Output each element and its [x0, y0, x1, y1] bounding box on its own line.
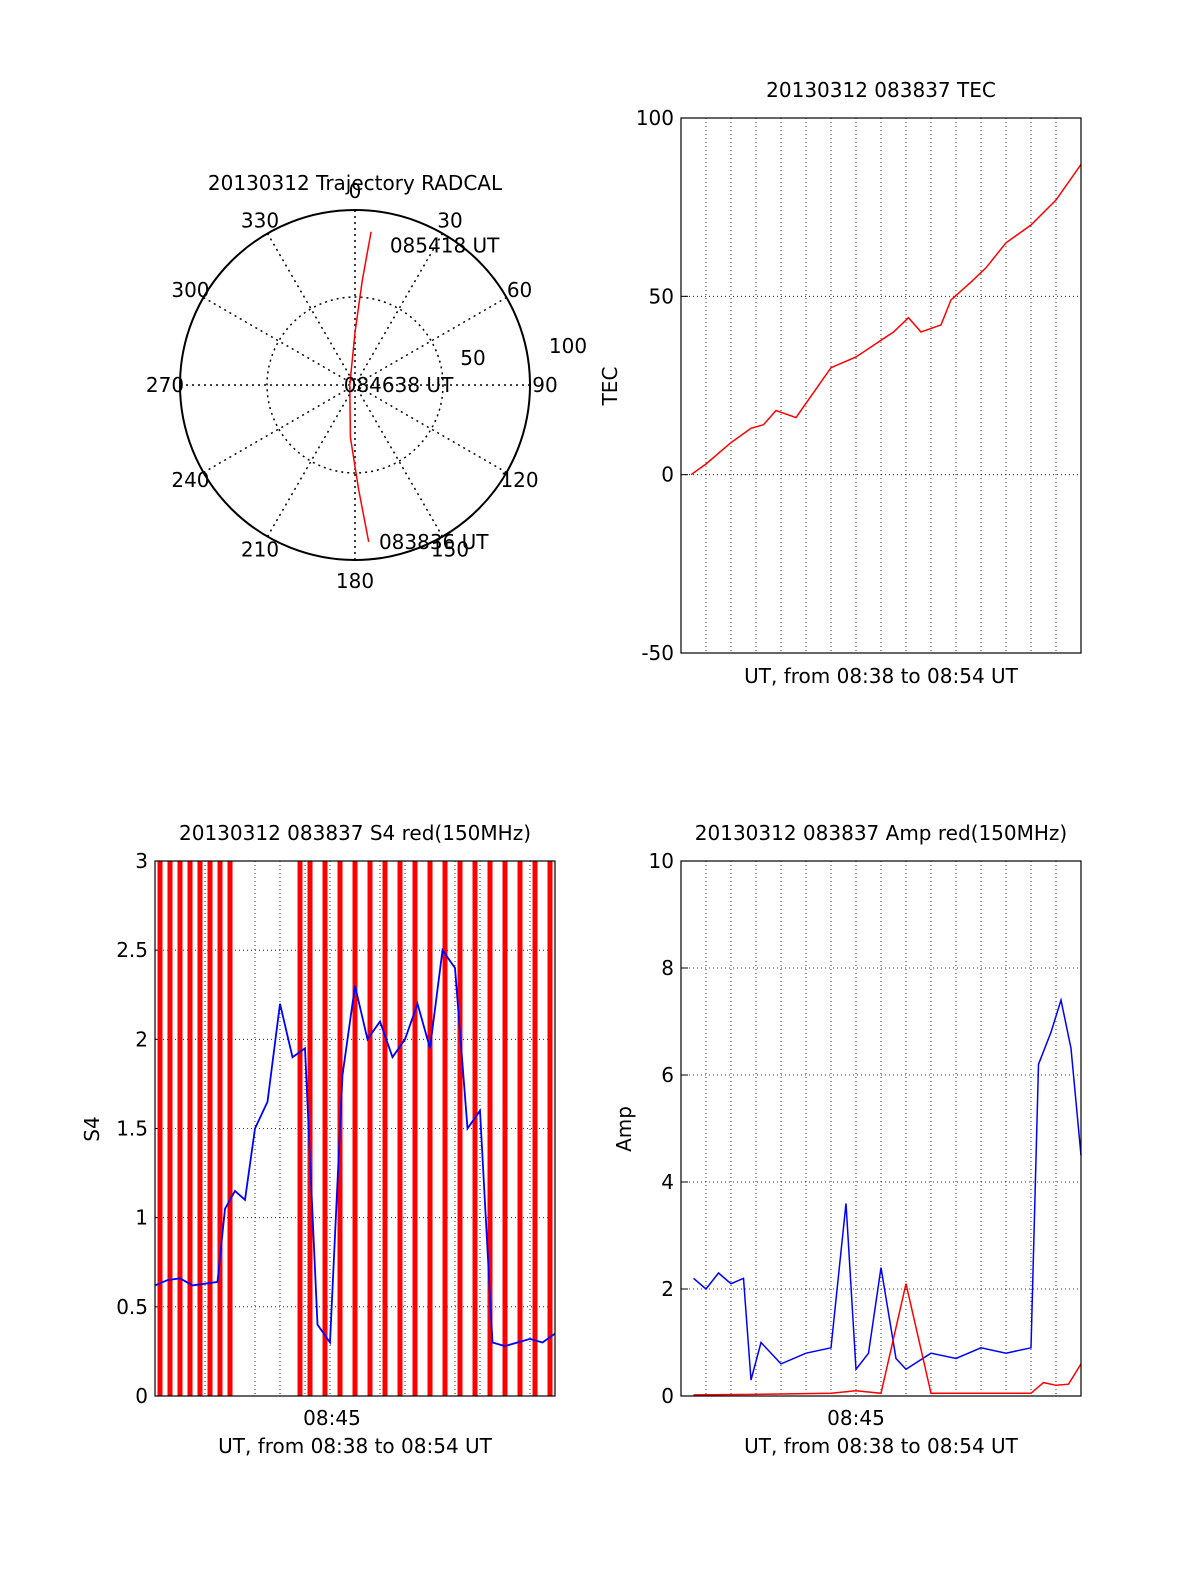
ytick-label-3: 1.5	[116, 1117, 148, 1141]
polar-angle-label-60: 60	[507, 278, 532, 302]
ytick-label-0: -50	[641, 641, 674, 665]
ytick-label-1: 0.5	[116, 1295, 148, 1319]
polar-title: 20130312 Trajectory RADCAL	[208, 171, 503, 195]
polar-inner-circle	[266, 296, 444, 474]
polar-annotation-1: 084638 UT	[344, 373, 454, 397]
amp-grid	[681, 861, 1081, 1396]
polar-angle-label-0: 0	[349, 179, 362, 203]
tec-series-line	[690, 163, 1082, 476]
polar-angle-label-300: 300	[171, 278, 209, 302]
ytick-label-6: 3	[135, 849, 148, 873]
polar-trajectory-line	[349, 231, 372, 543]
polar-radial-label-50: 50	[460, 346, 485, 370]
polar-annotation-2: 083836 UT	[379, 530, 489, 554]
ytick-label-4: 8	[661, 956, 674, 980]
ytick-label-2: 4	[661, 1170, 674, 1194]
s4-panel: 20130312 083837 S4 red(150MHz) S4 08:45 …	[80, 821, 556, 1458]
s4-plot-frame	[154, 860, 556, 1397]
polar-spoke-5	[266, 233, 444, 537]
tec-yticks: -50 0 50 100	[636, 106, 688, 665]
amp-plot-frame	[680, 860, 1082, 1397]
ytick-label-1: 0	[661, 463, 674, 487]
amp-xlabel: UT, from 08:38 to 08:54 UT	[744, 1434, 1019, 1458]
amp-blue-series-line	[693, 997, 1082, 1381]
polar-annotation-0: 085418 UT	[390, 233, 500, 257]
polar-angle-labels: 0 30 60 90 120 150 180 210 240 270 300 330	[146, 179, 558, 593]
amp-yticks: 0 2 4 6 8 10	[649, 849, 688, 1408]
ytick-label-0: 0	[661, 1384, 674, 1408]
ytick-label-4: 2	[135, 1027, 148, 1051]
ytick-label-0: 0	[135, 1384, 148, 1408]
ytick-label-5: 10	[649, 849, 674, 873]
polar-angle-label-150: 150	[431, 538, 469, 562]
polar-angle-label-330: 330	[241, 208, 279, 232]
polar-angle-label-210: 210	[241, 538, 279, 562]
ytick-label-5: 2.5	[116, 938, 148, 962]
polar-angle-label-120: 120	[500, 468, 538, 492]
ytick-label-3: 6	[661, 1063, 674, 1087]
polar-angle-label-180: 180	[336, 569, 374, 593]
s4-title: 20130312 083837 S4 red(150MHz)	[179, 821, 531, 845]
tec-plot-frame	[680, 117, 1082, 654]
polar-angle-label-240: 240	[171, 468, 209, 492]
tec-grid	[681, 118, 1081, 653]
ytick-label-3: 100	[636, 106, 674, 130]
polar-angle-label-30: 30	[437, 208, 462, 232]
ytick-label-2: 50	[649, 284, 674, 308]
s4-xtick-label: 08:45	[303, 1406, 361, 1430]
polar-angle-label-90: 90	[532, 373, 557, 397]
tec-xlabel: UT, from 08:38 to 08:54 UT	[744, 664, 1019, 688]
tec-panel: 20130312 083837 TEC TEC UT, from 08:38 t…	[598, 78, 1082, 688]
amp-red-series-line	[693, 1283, 1082, 1396]
amp-xtick-label: 08:45	[827, 1406, 885, 1430]
polar-annotations: 085418 UT 084638 UT 083836 UT	[344, 233, 500, 553]
s4-blue-series-line	[154, 947, 556, 1348]
tec-title: 20130312 083837 TEC	[766, 78, 996, 102]
ytick-label-1: 2	[661, 1277, 674, 1301]
ytick-label-2: 1	[135, 1206, 148, 1230]
polar-trajectory-panel: 20130312 Trajectory RADCAL 0 30 60 90 120 150…	[146, 171, 587, 593]
s4-ylabel: S4	[80, 1116, 104, 1141]
polar-angle-label-270: 270	[146, 373, 184, 397]
amp-ylabel: Amp	[612, 1106, 636, 1152]
tec-ylabel: TEC	[598, 367, 622, 407]
amp-title: 20130312 083837 Amp red(150MHz)	[695, 821, 1067, 845]
polar-spokes	[180, 210, 530, 560]
polar-radial-label-100: 100	[549, 334, 587, 358]
s4-xlabel: UT, from 08:38 to 08:54 UT	[218, 1434, 493, 1458]
s4-yticks: 0 0.5 1 1.5 2 2.5 3	[116, 849, 162, 1408]
amp-panel: 20130312 083837 Amp red(150MHz) Amp 08:4…	[612, 821, 1082, 1458]
